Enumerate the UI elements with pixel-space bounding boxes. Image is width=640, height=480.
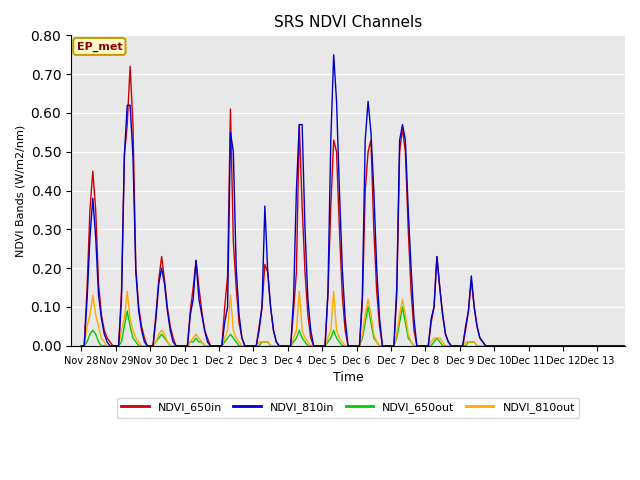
NDVI_810in (330, 52, 337, 58)
Line: NDVI_650out: NDVI_650out (81, 307, 629, 346)
Line: NDVI_650in: NDVI_650in (81, 66, 629, 346)
Line: NDVI_810out: NDVI_810out (81, 291, 629, 346)
NDVI_810in (143, 343, 151, 348)
NDVI_650out (625, 343, 633, 348)
NDVI_650in (393, 292, 401, 298)
NDVI_650in (625, 343, 633, 348)
NDVI_650out (393, 335, 401, 341)
Title: SRS NDVI Channels: SRS NDVI Channels (274, 15, 422, 30)
NDVI_650in (77, 343, 85, 348)
NDVI_810in (77, 343, 85, 348)
NDVI_650in (307, 335, 315, 341)
NDVI_650in (147, 343, 154, 348)
NDVI_650out (424, 343, 432, 348)
Legend: NDVI_650in, NDVI_810in, NDVI_650out, NDVI_810out: NDVI_650in, NDVI_810in, NDVI_650out, NDV… (116, 398, 579, 418)
NDVI_650out (298, 335, 306, 341)
NDVI_650in (356, 343, 364, 348)
NDVI_810in (625, 343, 633, 348)
NDVI_810out (124, 288, 131, 294)
NDVI_810in (298, 122, 306, 128)
NDVI_810out (77, 343, 85, 348)
NDVI_810out (625, 343, 633, 348)
NDVI_650out (77, 343, 85, 348)
NDVI_650in (126, 63, 134, 69)
NDVI_810in (304, 296, 312, 302)
NDVI_810out (307, 343, 315, 348)
NDVI_810out (424, 343, 432, 348)
NDVI_650in (424, 343, 432, 348)
NDVI_650out (304, 343, 312, 348)
NDVI_810out (301, 335, 309, 341)
Text: EP_met: EP_met (77, 41, 122, 51)
NDVI_650out (364, 304, 372, 310)
NDVI_810out (147, 343, 154, 348)
NDVI_810in (424, 343, 432, 348)
NDVI_810in (356, 343, 364, 348)
X-axis label: Time: Time (333, 371, 364, 384)
NDVI_650in (301, 269, 309, 275)
NDVI_650out (353, 343, 360, 348)
NDVI_810out (356, 343, 364, 348)
NDVI_810out (393, 331, 401, 337)
Y-axis label: NDVI Bands (W/m2/nm): NDVI Bands (W/m2/nm) (15, 124, 25, 257)
Line: NDVI_810in: NDVI_810in (81, 55, 629, 346)
NDVI_810in (393, 285, 401, 290)
NDVI_650out (143, 343, 151, 348)
